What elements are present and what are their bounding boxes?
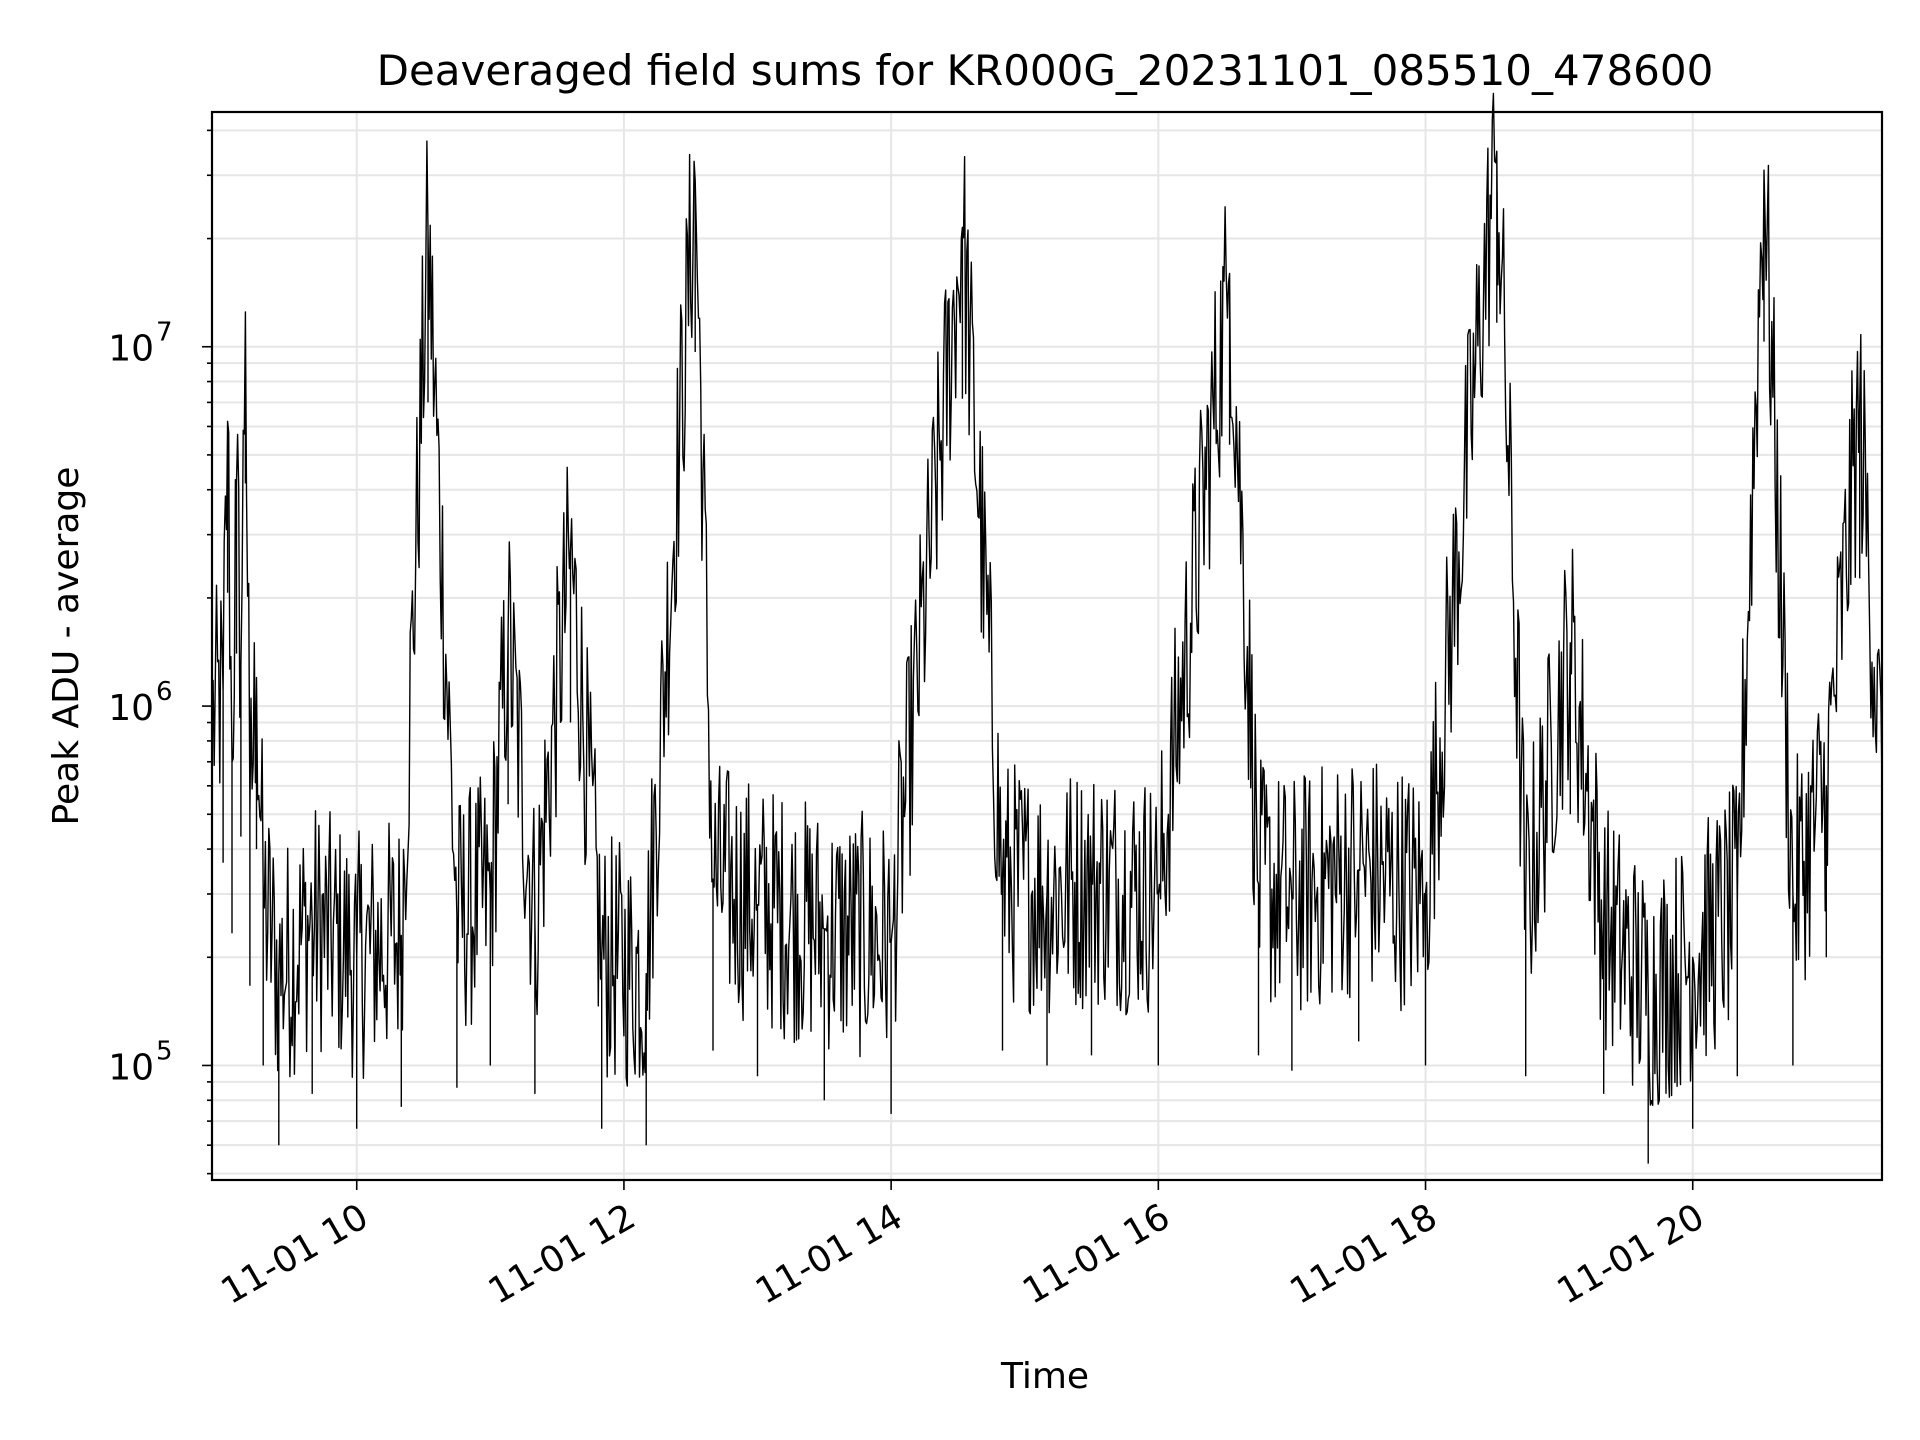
series-line (211, 92, 1883, 1164)
y-tick-label: 10 (108, 329, 154, 370)
y-tick-exponent: 7 (156, 318, 173, 348)
x-axis-label: Time (1000, 1356, 1089, 1397)
chart-title: Deaveraged field sums for KR000G_2023110… (377, 46, 1714, 95)
y-tick-label: 10 (108, 1047, 154, 1088)
plot-frame (210, 110, 1884, 1182)
y-tick-exponent: 6 (156, 677, 173, 707)
y-axis-label: Peak ADU - average (46, 467, 87, 826)
y-tick-label: 10 (108, 688, 154, 729)
series-layer (211, 92, 1883, 1164)
y-tick-exponent: 5 (156, 1036, 173, 1066)
